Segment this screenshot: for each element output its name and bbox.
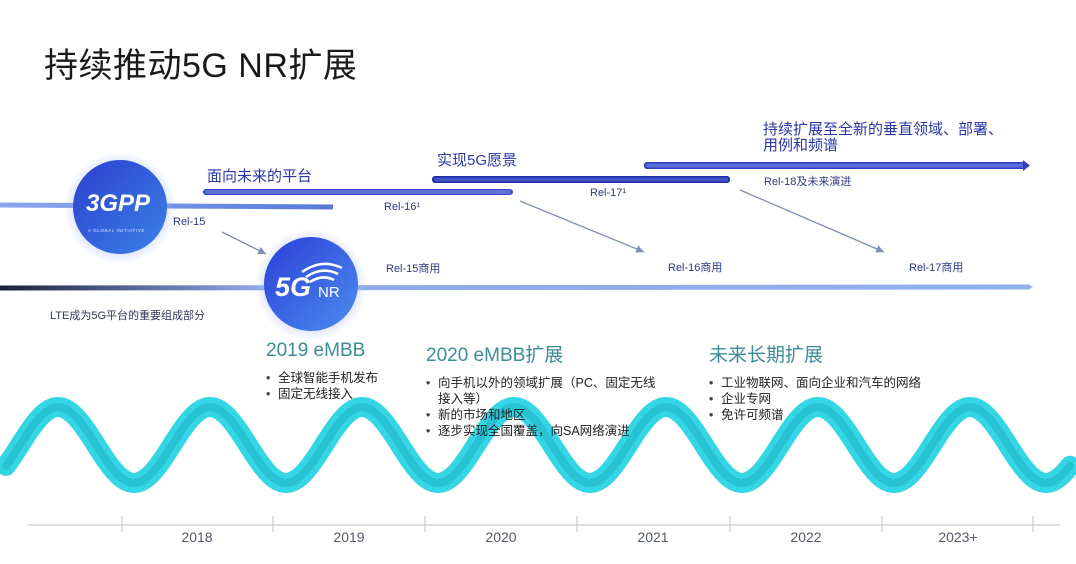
5g-nr-logo (264, 237, 358, 331)
rel16-label: Rel-16¹ (384, 201, 421, 213)
nr-timeline-line (0, 284, 1031, 291)
3gpp-logo (73, 160, 167, 254)
5g-logo-text: 5G (275, 272, 312, 302)
bullet-list: • 工业物联网、面向企业和汽车的网络 • 企业专网 • 免许可频谱 (709, 375, 921, 423)
phase-label-platform: 面向未来的平台 (207, 168, 313, 185)
bullet-list: • 向手机以外的领域扩展（PC、固定无线 接入等） • 新的市场和地区 • 逐步实现全… (426, 375, 655, 439)
list-item: • 固定无线接入 (266, 387, 354, 401)
year-label-2023-plus: 2023+ (938, 529, 978, 545)
section-title: 未来长期扩展 (709, 345, 824, 366)
section-2020: 2020 eMBB扩展 • 向手机以外的领域扩展（PC、固定无线 接入等） • 新的… (426, 340, 655, 439)
year-label-2019: 2019 (333, 529, 365, 545)
phase-label-expansion-2: 用例和频谱 (763, 137, 839, 154)
list-item: • 企业专网 (709, 392, 772, 406)
list-item: • 免许可频谱 (709, 408, 784, 422)
year-label-2020: 2020 (485, 529, 517, 545)
rel15-commercial-label: Rel-15商用 (386, 263, 441, 275)
rel17-label: Rel-17¹ (590, 187, 627, 199)
rel17-commercial-label: Rel-17商用 (909, 262, 964, 274)
list-item: • 新的市场和地区 (426, 408, 526, 422)
phase-label-expansion-1: 持续扩展至全新的垂直领域、部署、 (763, 121, 1004, 138)
nr-logo-text: NR (318, 284, 340, 301)
year-label-2018: 2018 (181, 529, 213, 545)
section-future: 未来长期扩展 • 工业物联网、面向企业和汽车的网络 • 企业专网 • 免许可频谱 (709, 340, 921, 423)
signal-icon (301, 262, 343, 274)
list-item: 接入等） (438, 392, 489, 406)
year-label-2022: 2022 (790, 529, 822, 545)
list-item: • 全球智能手机发布 (266, 371, 379, 385)
list-item: • 向手机以外的领域扩展（PC、固定无线 (426, 376, 656, 390)
lte-note: LTE成为5G平台的重要组成部分 (50, 310, 206, 322)
3gpp-logo-subtitle: A GLOBAL INITIATIVE (88, 228, 145, 233)
year-label-2021: 2021 (637, 529, 669, 545)
page-title: 持续推动5G NR扩展 (44, 47, 358, 85)
section-2019: 2019 eMBB • 全球智能手机发布 • 固定无线接入 (266, 340, 378, 402)
rel16-commercial-label: Rel-16商用 (668, 262, 723, 274)
section-title: 2019 eMBB (266, 340, 366, 361)
section-title: 2020 eMBB扩展 (426, 345, 564, 366)
arrow-rel15 (221, 231, 267, 255)
3gpp-logo-text: 3GPP (86, 190, 151, 217)
wave-decoration (0, 396, 1076, 494)
list-item: • 工业物联网、面向企业和汽车的网络 (709, 376, 922, 390)
arrow-rel16 (519, 200, 645, 253)
arrow-rel17 (739, 189, 885, 253)
phase-label-vision: 实现5G愿景 (437, 152, 518, 169)
list-item: • 逐步实现全国覆盖，向SA网络演进 (426, 424, 630, 438)
rel18-label: Rel-18及未来演进 (764, 176, 852, 188)
rel15-label: Rel-15 (173, 216, 206, 228)
bullet-list: • 全球智能手机发布 • 固定无线接入 (266, 370, 378, 402)
